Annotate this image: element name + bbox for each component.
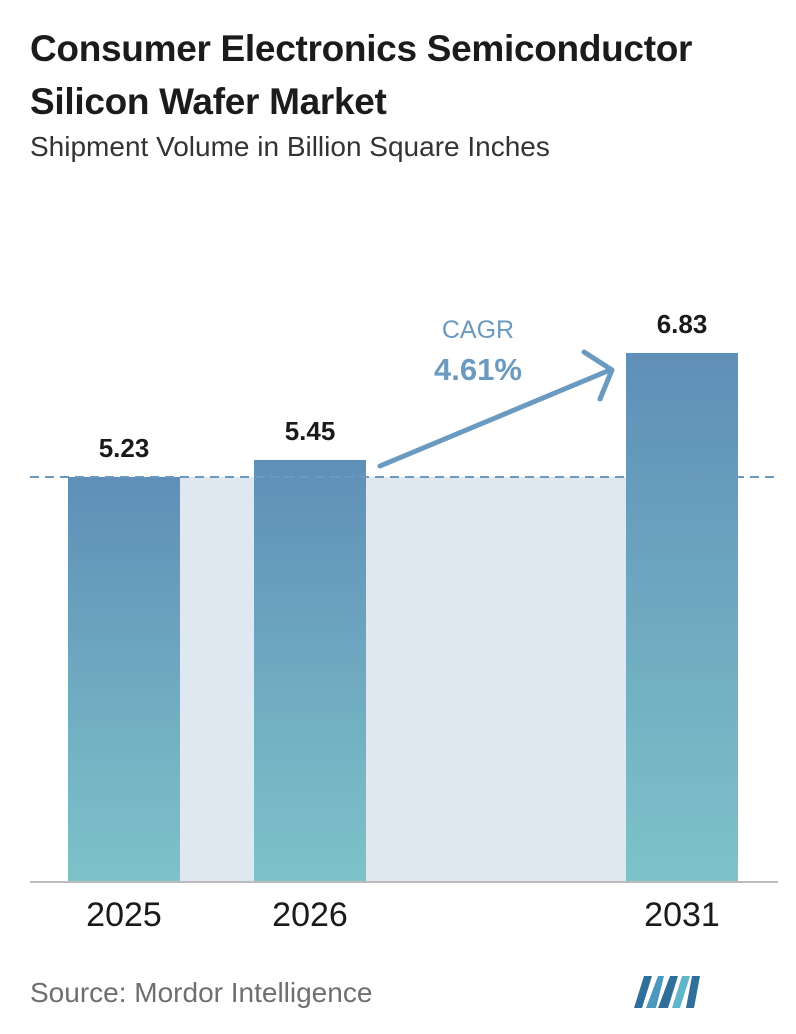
cagr-label: CAGR	[442, 316, 514, 344]
cagr-value: 4.61%	[434, 352, 522, 387]
cagr-arrow-head	[581, 349, 615, 402]
bar-2031	[626, 352, 738, 882]
category-label-2031: 2031	[644, 896, 720, 934]
source-text: Source: Mordor Intelligence	[30, 977, 373, 1008]
bar-2025	[68, 477, 180, 882]
category-label-2025: 2025	[86, 896, 162, 934]
bar-2026	[254, 459, 366, 882]
value-label-2026: 5.45	[285, 416, 336, 446]
mordor-intelligence-logo-icon	[634, 976, 700, 1008]
shaded-band	[366, 477, 626, 882]
category-label-2026: 2026	[272, 896, 348, 934]
shaded-band	[180, 477, 254, 882]
chart-subtitle: Shipment Volume in Billion Square Inches	[30, 131, 550, 162]
value-label-2031: 6.83	[657, 309, 708, 339]
cagr-arrow-line	[377, 367, 613, 469]
value-label-2025: 5.23	[99, 433, 150, 463]
chart-title: Consumer Electronics Semiconductor Silic…	[30, 28, 693, 122]
